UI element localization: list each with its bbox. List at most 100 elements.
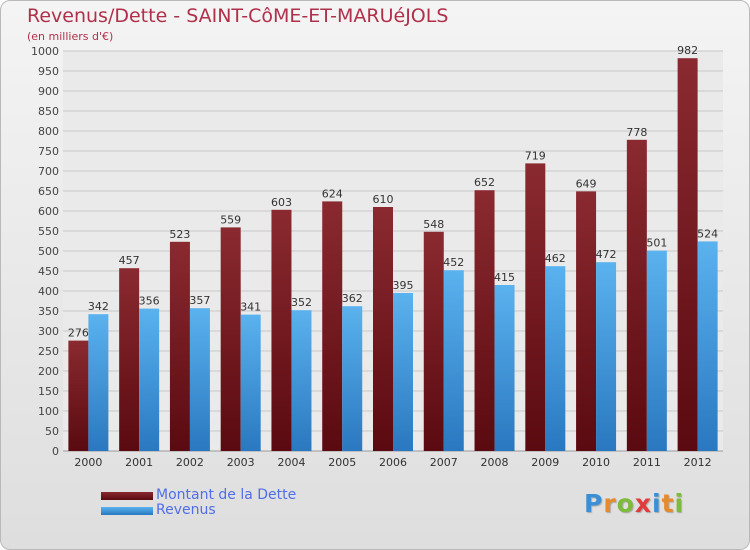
y-tick-label: 1000 [31,45,59,58]
data-label-dette: 603 [271,196,292,209]
data-label-revenus: 362 [342,292,363,305]
legend-label-dette: Montant de la Dette [156,487,297,503]
legend-swatch-dette [101,492,153,500]
y-tick-label: 500 [38,245,59,258]
bar-revenus [646,250,667,451]
bar-dette [677,58,698,451]
bar-revenus [393,293,413,451]
bar-dette [220,227,241,451]
bar-dette [576,191,597,451]
bar-dette [169,241,190,451]
data-label-revenus: 395 [393,279,414,292]
bar-revenus [291,310,312,451]
bar-revenus [443,270,464,451]
y-tick-label: 350 [38,305,59,318]
y-tick-label: 50 [45,425,59,438]
logo-letter: i [674,489,685,518]
y-tick-label: 100 [38,405,59,418]
y-tick-label: 700 [38,165,59,178]
legend-label-revenus: Revenus [156,502,216,518]
data-label-dette: 276 [68,327,89,340]
data-label-dette: 548 [423,218,444,231]
y-tick-label: 250 [38,345,59,358]
bar-dette [322,201,343,451]
data-label-revenus: 524 [697,227,718,240]
y-tick-label: 900 [38,85,59,98]
x-tick-label: 2001 [125,456,153,469]
data-label-dette: 624 [322,187,343,200]
y-tick-label: 850 [38,105,59,118]
data-label-revenus: 452 [443,256,464,269]
bar-revenus [697,241,718,451]
y-tick-label: 800 [38,125,59,138]
chart-subtitle: (en milliers d'€) [27,30,114,43]
data-label-revenus: 356 [139,295,160,308]
bar-dette [373,207,393,451]
y-tick-label: 300 [38,325,59,338]
x-tick-label: 2005 [328,456,356,469]
bar-revenus [494,285,515,451]
chart-title: Revenus/Dette - SAINT-CôME-ET-MARUéJOLS [27,5,449,27]
data-label-dette: 652 [474,176,495,189]
data-label-revenus: 342 [88,300,109,313]
y-tick-label: 0 [52,445,59,458]
bar-dette [271,209,292,451]
x-tick-label: 2000 [74,456,102,469]
bar-revenus [545,266,566,451]
x-tick-label: 2003 [227,456,255,469]
bar-dette [525,163,546,451]
y-tick-label: 750 [38,145,59,158]
data-label-revenus: 415 [494,271,515,284]
y-tick-label: 600 [38,205,59,218]
y-tick-label: 550 [38,225,59,238]
bar-dette [474,190,495,451]
data-label-dette: 778 [626,126,647,139]
logo-letter: i [652,489,662,518]
y-tick-label: 400 [38,285,59,298]
logo-letter: x [634,489,652,518]
logo-letter: P [584,489,604,518]
bar-dette [68,340,89,451]
bar-revenus [240,314,261,451]
x-tick-label: 2007 [430,456,458,469]
x-tick-label: 2004 [277,456,305,469]
bar-revenus [189,308,210,451]
bar-revenus [342,306,363,451]
bar-dette [423,231,444,451]
y-tick-label: 650 [38,185,59,198]
bar-revenus [139,308,160,451]
legend-swatch-revenus [101,507,153,515]
y-tick-label: 200 [38,365,59,378]
bar-dette [119,268,140,451]
data-label-dette: 457 [119,254,140,267]
x-tick-label: 2009 [531,456,559,469]
y-tick-label: 450 [38,265,59,278]
data-label-dette: 523 [169,228,190,241]
data-label-revenus: 472 [596,248,617,261]
data-label-dette: 982 [677,44,698,57]
x-tick-label: 2002 [176,456,204,469]
bar-dette [626,139,647,452]
logo-letter: o [616,489,635,518]
data-label-dette: 719 [525,149,546,162]
bar-revenus [88,314,109,451]
x-tick-label: 2010 [582,456,610,469]
y-tick-label: 950 [38,65,59,78]
x-tick-label: 2008 [481,456,509,469]
data-label-revenus: 462 [545,252,566,265]
bar-revenus [596,262,617,451]
x-tick-label: 2006 [379,456,407,469]
data-label-revenus: 341 [240,301,261,314]
x-tick-label: 2012 [684,456,712,469]
data-label-dette: 649 [576,177,597,190]
data-label-dette: 610 [373,193,394,206]
data-label-revenus: 357 [189,294,210,307]
data-label-revenus: 501 [646,237,667,250]
data-label-revenus: 352 [291,296,312,309]
logo-letter: t [661,489,675,518]
proxiti-logo: Proxiti [584,489,684,518]
x-tick-label: 2011 [633,456,661,469]
logo-letter: r [603,489,617,518]
